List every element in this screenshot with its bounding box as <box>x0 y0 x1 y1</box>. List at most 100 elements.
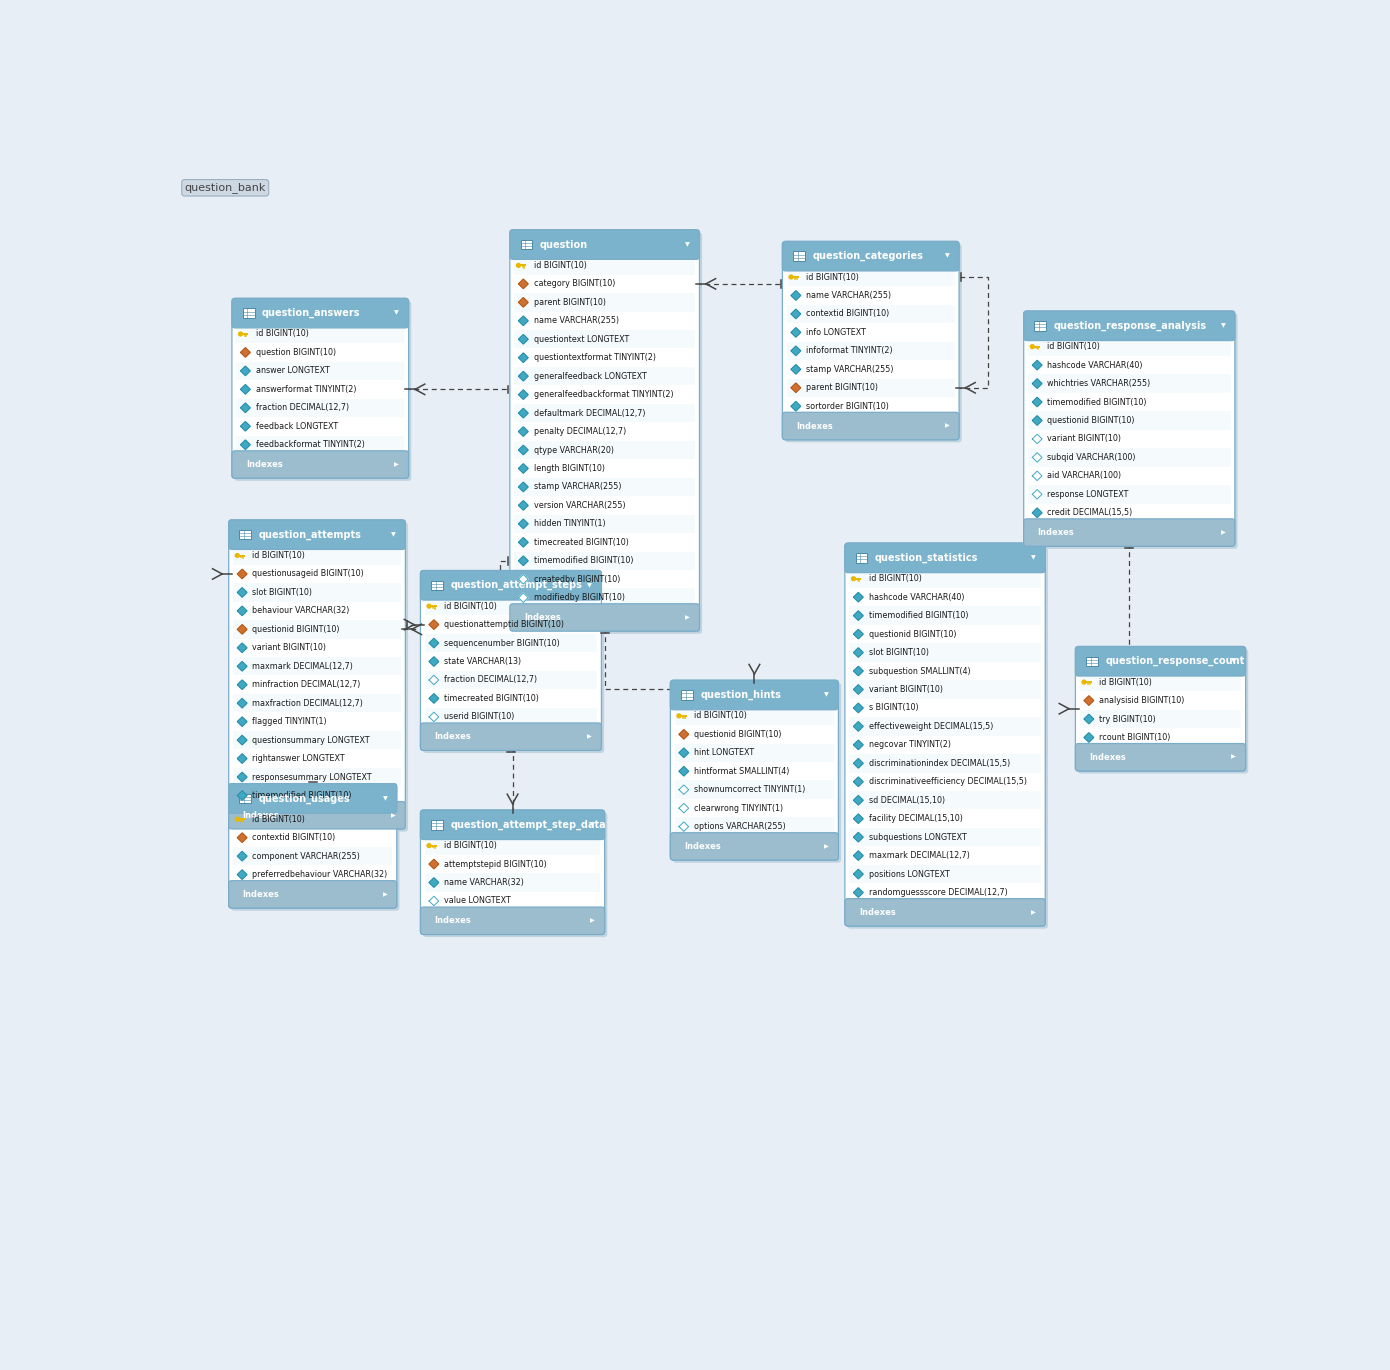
Polygon shape <box>240 440 250 449</box>
Polygon shape <box>518 408 528 418</box>
Text: ▼: ▼ <box>587 582 592 588</box>
Bar <box>424 726 598 747</box>
Circle shape <box>235 817 240 822</box>
Text: maxmark DECIMAL(12,7): maxmark DECIMAL(12,7) <box>869 851 969 860</box>
Text: timemodified BIGINT(10): timemodified BIGINT(10) <box>253 790 352 800</box>
Text: ▶: ▶ <box>587 734 592 740</box>
Text: sequencenumber BIGINT(10): sequencenumber BIGINT(10) <box>445 638 560 648</box>
Text: effectiveweight DECIMAL(15,5): effectiveweight DECIMAL(15,5) <box>869 722 992 732</box>
Text: flagged TINYINT(1): flagged TINYINT(1) <box>253 717 327 726</box>
Bar <box>232 884 393 906</box>
FancyBboxPatch shape <box>229 881 396 908</box>
FancyBboxPatch shape <box>229 519 406 549</box>
Polygon shape <box>518 371 528 381</box>
Bar <box>785 415 956 437</box>
FancyBboxPatch shape <box>420 570 602 600</box>
Text: ▼: ▼ <box>1031 555 1036 560</box>
FancyBboxPatch shape <box>229 801 406 829</box>
Bar <box>234 810 392 829</box>
Polygon shape <box>238 870 247 880</box>
Polygon shape <box>518 297 528 307</box>
Bar <box>239 793 252 803</box>
Polygon shape <box>238 569 247 578</box>
Text: defaultmark DECIMAL(12,7): defaultmark DECIMAL(12,7) <box>534 408 645 418</box>
Polygon shape <box>518 334 528 344</box>
Text: questiontextformat TINYINT(2): questiontextformat TINYINT(2) <box>534 353 656 362</box>
FancyBboxPatch shape <box>845 899 1045 926</box>
Text: hintformat SMALLINT(4): hintformat SMALLINT(4) <box>694 767 790 775</box>
Text: questionid BIGINT(10): questionid BIGINT(10) <box>869 630 956 638</box>
Bar <box>1029 337 1230 356</box>
Text: question_answers: question_answers <box>263 308 360 318</box>
Polygon shape <box>238 717 247 726</box>
Text: attemptstepid BIGINT(10): attemptstepid BIGINT(10) <box>445 859 546 869</box>
Polygon shape <box>238 773 247 782</box>
Bar <box>849 681 1041 699</box>
Text: ▼: ▼ <box>591 822 595 827</box>
Text: ▶: ▶ <box>395 462 399 467</box>
Polygon shape <box>238 851 247 860</box>
FancyBboxPatch shape <box>232 299 409 327</box>
Text: facility DECIMAL(15,10): facility DECIMAL(15,10) <box>869 814 962 823</box>
Text: questiontext LONGTEXT: questiontext LONGTEXT <box>534 334 628 344</box>
Text: name VARCHAR(255): name VARCHAR(255) <box>534 316 619 325</box>
FancyBboxPatch shape <box>510 230 699 259</box>
Text: generalfeedback LONGTEXT: generalfeedback LONGTEXT <box>534 371 646 381</box>
Polygon shape <box>1033 397 1042 407</box>
Text: generalfeedbackformat TINYINT(2): generalfeedbackformat TINYINT(2) <box>534 390 673 399</box>
Bar <box>1034 321 1047 330</box>
Polygon shape <box>791 364 801 374</box>
Bar <box>674 707 834 725</box>
Bar <box>425 873 600 892</box>
Bar <box>424 574 598 597</box>
Text: feedbackformat TINYINT(2): feedbackformat TINYINT(2) <box>256 440 364 449</box>
FancyBboxPatch shape <box>785 244 962 443</box>
Text: question_response_analysis: question_response_analysis <box>1054 321 1207 332</box>
Bar <box>235 453 406 475</box>
Polygon shape <box>238 699 247 708</box>
Text: shownumcorrect TINYINT(1): shownumcorrect TINYINT(1) <box>694 785 805 795</box>
Text: parent BIGINT(10): parent BIGINT(10) <box>534 297 606 307</box>
Text: value LONGTEXT: value LONGTEXT <box>445 896 512 906</box>
Bar <box>431 821 443 829</box>
Text: try BIGINT(10): try BIGINT(10) <box>1099 715 1156 723</box>
Circle shape <box>235 553 240 558</box>
Text: Indexes: Indexes <box>1038 527 1074 537</box>
Text: negcovar TINYINT(2): negcovar TINYINT(2) <box>869 740 951 749</box>
Polygon shape <box>240 385 250 395</box>
Text: slot BIGINT(10): slot BIGINT(10) <box>253 588 313 597</box>
Text: sd DECIMAL(15,10): sd DECIMAL(15,10) <box>869 796 945 804</box>
Polygon shape <box>518 482 528 492</box>
Text: id BIGINT(10): id BIGINT(10) <box>694 711 746 721</box>
Text: length BIGINT(10): length BIGINT(10) <box>534 464 605 473</box>
Polygon shape <box>240 348 250 358</box>
FancyBboxPatch shape <box>1076 744 1245 771</box>
Bar <box>1027 522 1232 543</box>
Polygon shape <box>430 693 439 703</box>
Polygon shape <box>678 803 688 812</box>
Text: fraction DECIMAL(12,7): fraction DECIMAL(12,7) <box>256 403 349 412</box>
Bar <box>1080 710 1241 729</box>
Bar <box>849 754 1041 773</box>
FancyBboxPatch shape <box>510 604 699 632</box>
Bar <box>514 589 695 607</box>
FancyBboxPatch shape <box>420 810 605 934</box>
FancyBboxPatch shape <box>231 786 399 911</box>
FancyBboxPatch shape <box>670 681 838 710</box>
Bar <box>681 690 694 700</box>
Text: id BIGINT(10): id BIGINT(10) <box>869 574 922 584</box>
Bar <box>849 827 1041 847</box>
Text: question_statistics: question_statistics <box>876 552 979 563</box>
Polygon shape <box>678 748 688 758</box>
Polygon shape <box>240 422 250 432</box>
Bar <box>239 530 252 540</box>
Polygon shape <box>1033 471 1042 481</box>
Polygon shape <box>853 870 863 878</box>
Text: sortorder BIGINT(10): sortorder BIGINT(10) <box>806 401 890 411</box>
Text: randomguessscore DECIMAL(12,7): randomguessscore DECIMAL(12,7) <box>869 888 1008 897</box>
Text: analysisid BIGINT(10): analysisid BIGINT(10) <box>1099 696 1184 706</box>
FancyBboxPatch shape <box>235 301 411 481</box>
Text: clearwrong TINYINT(1): clearwrong TINYINT(1) <box>694 804 783 812</box>
Bar <box>1079 649 1243 673</box>
Circle shape <box>238 332 243 337</box>
